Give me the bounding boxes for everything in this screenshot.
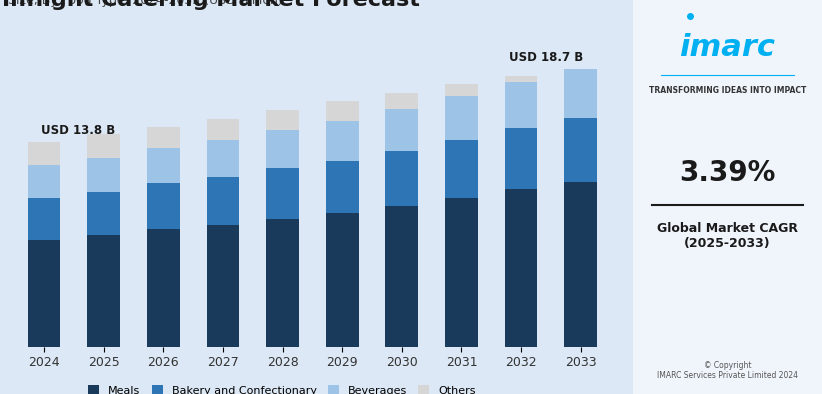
Bar (206, 225, 239, 347)
Text: USD 18.7 B: USD 18.7 B (510, 51, 584, 64)
Bar (87, 158, 120, 192)
Text: TRANSFORMING IDEAS INTO IMPACT: TRANSFORMING IDEAS INTO IMPACT (649, 86, 806, 95)
Bar (386, 151, 418, 206)
Bar (147, 127, 180, 147)
Bar (326, 213, 358, 347)
Text: © Copyright
IMARC Services Private Limited 2024: © Copyright IMARC Services Private Limit… (657, 361, 798, 380)
Bar (206, 177, 239, 225)
Bar (266, 219, 299, 347)
Bar (386, 109, 418, 151)
Bar (266, 110, 299, 130)
Bar (386, 93, 418, 109)
Bar (445, 198, 478, 347)
Bar (87, 192, 120, 235)
Bar (505, 189, 538, 347)
Bar (445, 140, 478, 198)
Bar (147, 183, 180, 229)
Bar (206, 140, 239, 177)
Text: imarc: imarc (680, 33, 775, 62)
Bar (505, 82, 538, 128)
Bar (565, 69, 597, 118)
Text: USD 13.8 B: USD 13.8 B (41, 124, 115, 137)
Bar (87, 134, 120, 158)
Bar (326, 161, 358, 213)
Bar (147, 229, 180, 347)
Text: Size, By Food Type, 2024-2033 (USD Billion): Size, By Food Type, 2024-2033 (USD Billi… (8, 0, 283, 7)
Text: Inflight Catering Market Forecast: Inflight Catering Market Forecast (2, 0, 420, 10)
Bar (87, 235, 120, 347)
Bar (28, 240, 60, 347)
Bar (505, 128, 538, 189)
Bar (445, 95, 478, 140)
Bar (147, 147, 180, 183)
Bar (28, 198, 60, 240)
Bar (266, 168, 299, 219)
Bar (266, 130, 299, 168)
Bar (565, 118, 597, 182)
Bar (445, 84, 478, 95)
Bar (565, 182, 597, 347)
Text: Global Market CAGR
(2025-2033): Global Market CAGR (2025-2033) (657, 222, 798, 251)
Bar (505, 76, 538, 82)
Bar (206, 119, 239, 140)
Bar (28, 141, 60, 165)
Legend: Meals, Bakery and Confectionary, Beverages, Others: Meals, Bakery and Confectionary, Beverag… (84, 380, 480, 394)
Bar (28, 165, 60, 198)
Bar (326, 102, 358, 121)
Bar (326, 121, 358, 161)
Bar (386, 206, 418, 347)
Text: 3.39%: 3.39% (679, 159, 776, 188)
